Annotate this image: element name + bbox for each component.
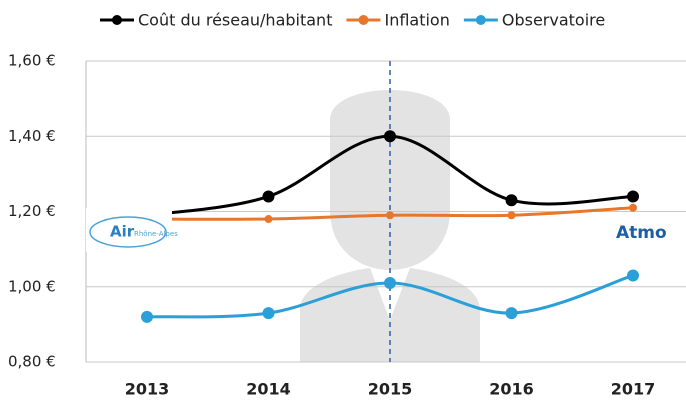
logo-right-text: Atmo	[616, 223, 667, 243]
logo-right: Atmo	[610, 212, 686, 254]
data-point	[505, 194, 518, 207]
y-tick-label: 0,80 €	[8, 353, 56, 371]
data-point	[262, 190, 275, 203]
y-tick-label: 1,20 €	[8, 202, 56, 220]
legend-label: Inflation	[384, 11, 449, 30]
data-point	[507, 211, 516, 220]
data-point	[627, 190, 639, 203]
legend-label: Coût du réseau/habitant	[138, 11, 332, 30]
x-tick-label: 2015	[368, 380, 413, 399]
data-point	[262, 307, 275, 320]
x-tick-label: 2014	[246, 380, 291, 399]
logo-left: Air Rhône-Alpes	[86, 208, 178, 252]
data-point	[627, 269, 639, 282]
data-point	[629, 203, 637, 212]
data-point	[505, 307, 518, 320]
y-tick-label: 1,00 €	[8, 277, 56, 295]
data-point	[386, 211, 394, 220]
logo-left-sub: Rhône-Alpes	[134, 230, 178, 238]
data-point	[264, 215, 273, 224]
data-point	[384, 276, 396, 289]
legend: Coût du réseau/habitant Inflation Observat…	[100, 11, 605, 30]
plot	[141, 130, 639, 323]
logo-left-text: Air	[110, 223, 135, 241]
legend-marker	[358, 15, 369, 25]
y-tick-label: 1,60 €	[8, 52, 56, 70]
y-tick-label: 1,40 €	[8, 127, 56, 145]
legend-marker	[475, 15, 486, 25]
x-tick-label: 2013	[125, 380, 170, 399]
data-point	[141, 310, 153, 323]
x-tick-label: 2017	[611, 380, 656, 399]
x-tick-label: 2016	[489, 380, 534, 399]
legend-label: Observatoire	[502, 11, 605, 30]
data-point	[384, 130, 396, 143]
legend-marker	[112, 15, 122, 25]
